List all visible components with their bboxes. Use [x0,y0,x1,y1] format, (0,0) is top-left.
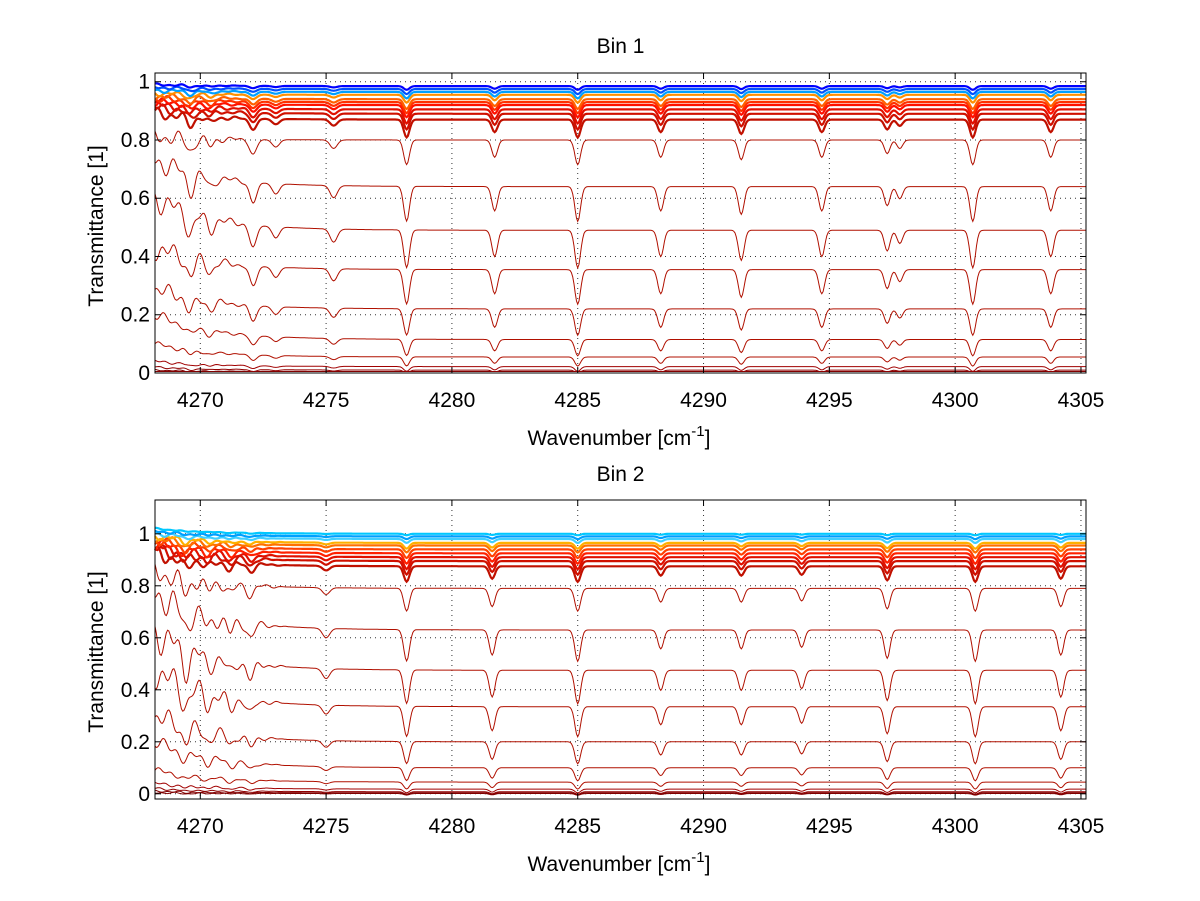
series-line [154,532,1086,545]
series-line [154,92,1086,111]
y-tick-label: 0 [138,362,150,385]
series-line [154,106,1086,140]
y-axis-label: Transmittance [1] [85,145,108,306]
series-line [154,158,1086,223]
series-line [154,359,1086,372]
x-tick-label: 4290 [680,389,727,412]
series-line [154,85,1086,96]
x-tick-label: 4285 [554,389,601,412]
series-line [154,791,1086,796]
y-tick-label: 0.4 [121,245,151,268]
series-line [154,312,1086,357]
series-line [154,668,1086,739]
chart-title: Bin 1 [597,35,645,58]
x-axis-label: Wavenumber [cm-1] [528,849,711,876]
x-axis-label-end: ] [705,427,711,450]
x-axis-label-main: Wavenumber [cm [528,427,692,450]
x-tick-label: 4290 [680,815,727,838]
series-line [154,94,1086,115]
series-line [154,100,1086,125]
x-tick-label: 4280 [429,389,476,412]
y-tick-label: 1 [138,523,150,546]
axes-box [154,72,1087,374]
x-tick-label: 4300 [932,815,979,838]
series-line [154,193,1086,270]
x-axis-label-superscript: -1 [691,849,704,866]
y-tick-label: 0.8 [121,575,150,598]
series-line [154,341,1086,367]
series-line [154,283,1086,337]
series-line [154,535,1086,550]
series-line [154,130,1086,166]
y-tick-label: 0 [138,783,150,806]
series-line [154,244,1086,306]
y-tick-label: 1 [138,71,150,94]
x-axis-label-superscript: -1 [691,423,704,440]
series-line [154,590,1086,663]
x-tick-label: 4295 [806,815,853,838]
axis-ticks: 4270 4275 4280 4285 4290 4295 4300 4305 0 0.2 0.4 0… [121,71,1105,412]
series-line [154,545,1086,584]
axes-box [154,499,1087,800]
series-line [154,536,1086,554]
series-line [154,538,1086,566]
y-axis-label: Transmittance [1] [85,571,108,732]
series-line [154,90,1086,104]
series-line [154,541,1086,571]
series-line [154,626,1086,706]
axis-ticks: 4270 4275 4280 4285 4290 4295 4300 4305 0 0.2 0.4 0… [121,500,1105,838]
x-tick-label: 4305 [1058,389,1105,412]
x-axis-label: Wavenumber [cm-1] [528,423,711,450]
y-tick-label: 0.6 [121,187,150,210]
series-line [154,709,1086,765]
x-tick-label: 4270 [177,389,224,412]
y-tick-label: 0.6 [121,627,150,650]
series-line [154,97,1086,119]
series-lines [154,82,1086,373]
x-tick-label: 4285 [554,815,601,838]
series-line [154,781,1086,794]
series-line [154,529,1086,541]
x-tick-label: 4300 [932,389,979,412]
series-line [154,789,1086,796]
y-tick-label: 0.2 [121,731,150,754]
series-line [155,526,1086,537]
y-tick-label: 0.8 [121,129,150,152]
series-line [154,537,1086,560]
series-line [154,103,1086,132]
x-tick-label: 4295 [806,389,853,412]
x-tick-label: 4270 [177,815,224,838]
series-line [154,365,1086,373]
x-tick-label: 4275 [303,389,350,412]
series-line [154,737,1086,782]
x-axis-label-end: ] [705,853,711,876]
x-tick-label: 4305 [1058,815,1105,838]
x-tick-label: 4275 [303,815,350,838]
x-axis-label-main: Wavenumber [cm [528,853,692,876]
chart-panel-bin-2: Bin 2 4270 4275 4280 4285 4290 4295 4300 4305 0 0… [85,463,1104,876]
series-line [154,563,1086,613]
x-tick-label: 4280 [429,815,476,838]
series-lines [154,526,1086,796]
chart-panel-bin-1: Bin 1 4270 4275 4280 4285 4290 4295 4300 4305 0 0… [85,35,1104,450]
series-line [154,787,1086,795]
chart-title: Bin 2 [597,463,645,486]
series-line [154,543,1086,577]
series-line [154,82,1086,91]
series-line [154,88,1086,100]
y-tick-label: 0.4 [121,679,151,702]
y-tick-label: 0.2 [121,304,150,327]
series-line [154,368,1086,372]
series-line [154,767,1086,790]
